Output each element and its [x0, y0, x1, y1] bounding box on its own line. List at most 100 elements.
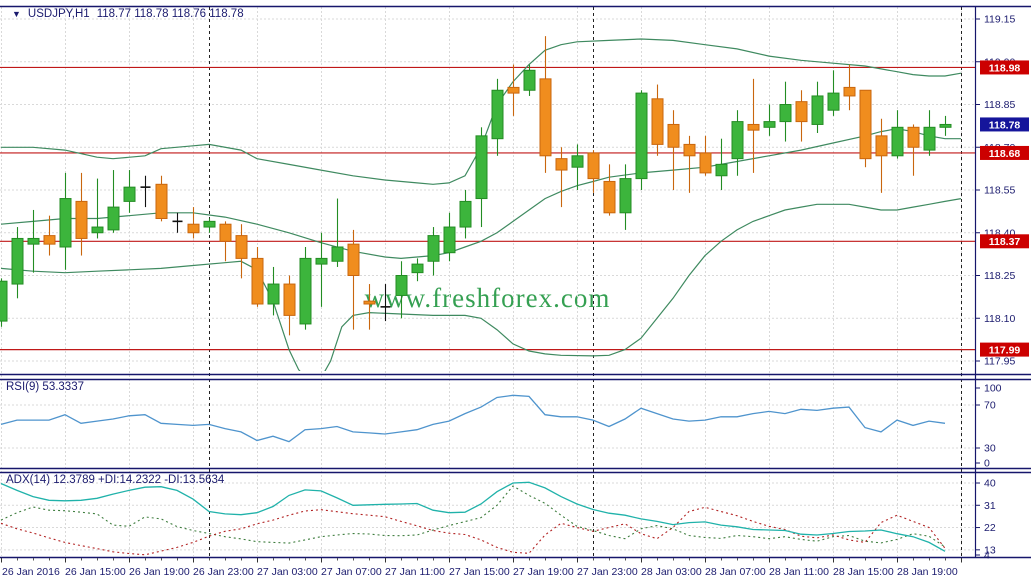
- rsi-tick-label: 70: [984, 400, 996, 412]
- candle-body: [539, 78, 552, 157]
- adx-tick-label: 40: [984, 478, 996, 490]
- svg-text:118.68: 118.68: [989, 148, 1021, 160]
- adx-tick-label: 13: [984, 544, 996, 556]
- adx-tick-label: 22: [984, 522, 996, 534]
- price-tick-label: 119.15: [984, 14, 1015, 26]
- candle-body: [555, 158, 568, 171]
- adx-tick-label: 4: [984, 550, 990, 562]
- candle-body: [123, 186, 136, 202]
- time-tick-label: 26 Jan 19:00: [129, 566, 190, 578]
- candle-body: [347, 243, 360, 276]
- price-tick-label: 118.85: [984, 99, 1015, 111]
- svg-text:118.78: 118.78: [989, 119, 1021, 131]
- time-tick-label: 26 Jan 15:00: [65, 566, 126, 578]
- candle-body: [251, 257, 264, 305]
- time-axis[interactable]: 26 Jan 2016 26 Jan 15:00 26 Jan 19:00 26 Ja…: [1, 558, 962, 578]
- time-tick-label: 28 Jan 11:00: [769, 566, 829, 578]
- time-tick-label: 27 Jan 15:00: [449, 566, 510, 578]
- candle-body: [187, 223, 200, 234]
- level-price-badge: [980, 145, 1029, 160]
- ohlc-quotes-label: 118.77 118.78 118.76 118.78: [96, 8, 244, 20]
- rsi-tick-label: 100: [984, 383, 1002, 395]
- symbol-dropdown-icon[interactable]: ▼: [12, 9, 21, 19]
- price-badges: 118.98 118.78 118.68 118.37 117.99: [980, 60, 1029, 357]
- time-tick-label: 27 Jan 11:00: [385, 566, 445, 578]
- candle-body: [667, 123, 680, 148]
- candles: [0, 36, 952, 336]
- candle-body: [635, 92, 648, 180]
- candle-body: [219, 223, 232, 242]
- candle-body: [747, 123, 760, 131]
- candle-body: [459, 200, 472, 228]
- level-price-badge: [980, 234, 1029, 249]
- candle-body: [363, 300, 376, 305]
- time-tick-label: 28 Jan 03:00: [641, 566, 702, 578]
- candle-body: [923, 126, 936, 151]
- svg-text:117.99: 117.99: [989, 344, 1021, 356]
- candle-body: [651, 98, 664, 145]
- rsi-tick-label: 30: [984, 443, 996, 455]
- candle-body: [795, 101, 808, 123]
- adx-indicator-label: ADX(14) 12.3789 +DI:14.2322 -DI:13.5634: [6, 474, 225, 486]
- candle-body: [891, 126, 904, 157]
- candle-body: [811, 95, 824, 125]
- svg-text:118.98: 118.98: [989, 62, 1021, 74]
- rsi-axis[interactable]: 100 70 30 0: [975, 383, 1002, 470]
- candle-body: [27, 237, 40, 245]
- rsi-tick-label: 0: [984, 458, 990, 470]
- time-tick-label: 28 Jan 19:00: [897, 566, 958, 578]
- candle-body: [907, 126, 920, 148]
- price-tick-label: 118.55: [984, 185, 1015, 197]
- candle-body: [619, 178, 632, 214]
- candle-body: [411, 263, 424, 274]
- rsi-indicator-label: RSI(9) 53.3337: [6, 381, 84, 393]
- candle-body: [587, 152, 600, 180]
- time-tick-label: 27 Jan 23:00: [577, 566, 638, 578]
- level-price-badge: [980, 342, 1029, 357]
- candle-body: [283, 283, 296, 316]
- candle-body: [331, 246, 344, 262]
- time-tick-label: 28 Jan 15:00: [833, 566, 894, 578]
- candle-body: [699, 152, 712, 174]
- time-tick-label: 27 Jan 19:00: [513, 566, 574, 578]
- pane-frames: [0, 5, 1031, 559]
- candle-body: [731, 121, 744, 160]
- candle-body: [859, 89, 872, 160]
- candle-body: [75, 200, 88, 239]
- candle-body: [491, 89, 504, 140]
- price-tick-label: 118.25: [984, 270, 1015, 282]
- candle-body: [571, 155, 584, 168]
- candle-body: [523, 69, 536, 91]
- candle-body: [11, 237, 24, 285]
- candle-body: [875, 135, 888, 157]
- candle-body: [43, 235, 56, 245]
- time-tick-label: 27 Jan 03:00: [257, 566, 318, 578]
- grid-lines: [0, 7, 975, 556]
- time-tick-label: 27 Jan 07:00: [321, 566, 382, 578]
- candle-body: [443, 226, 456, 254]
- candle-body: [267, 283, 280, 305]
- time-tick-label: 28 Jan 07:00: [705, 566, 766, 578]
- candle-body: [763, 121, 776, 128]
- adx-axis[interactable]: 40 31 22 134: [975, 478, 996, 562]
- adx-tick-label: 31: [984, 500, 996, 512]
- time-tick-label: 26 Jan 2016: [2, 566, 60, 578]
- svg-text:118.37: 118.37: [989, 236, 1021, 248]
- candle-body: [315, 257, 328, 265]
- candle-body: [843, 86, 856, 97]
- candle-body: [603, 180, 616, 214]
- candle-body: [827, 92, 840, 111]
- chart-header: ▼ USDJPY,H1 118.77 118.78 118.76 118.78: [12, 8, 244, 20]
- time-tick-label: 26 Jan 23:00: [193, 566, 254, 578]
- candle-body: [939, 123, 952, 128]
- level-price-badge: [980, 60, 1029, 75]
- candle-body: [155, 183, 168, 220]
- price-tick-label: 118.10: [984, 313, 1015, 325]
- day-separators: [209, 7, 962, 556]
- candle-body: [107, 206, 120, 231]
- candle-body: [0, 280, 8, 322]
- rsi-line: [0, 394, 946, 443]
- candle-body: [427, 235, 440, 262]
- candle-body: [507, 86, 520, 94]
